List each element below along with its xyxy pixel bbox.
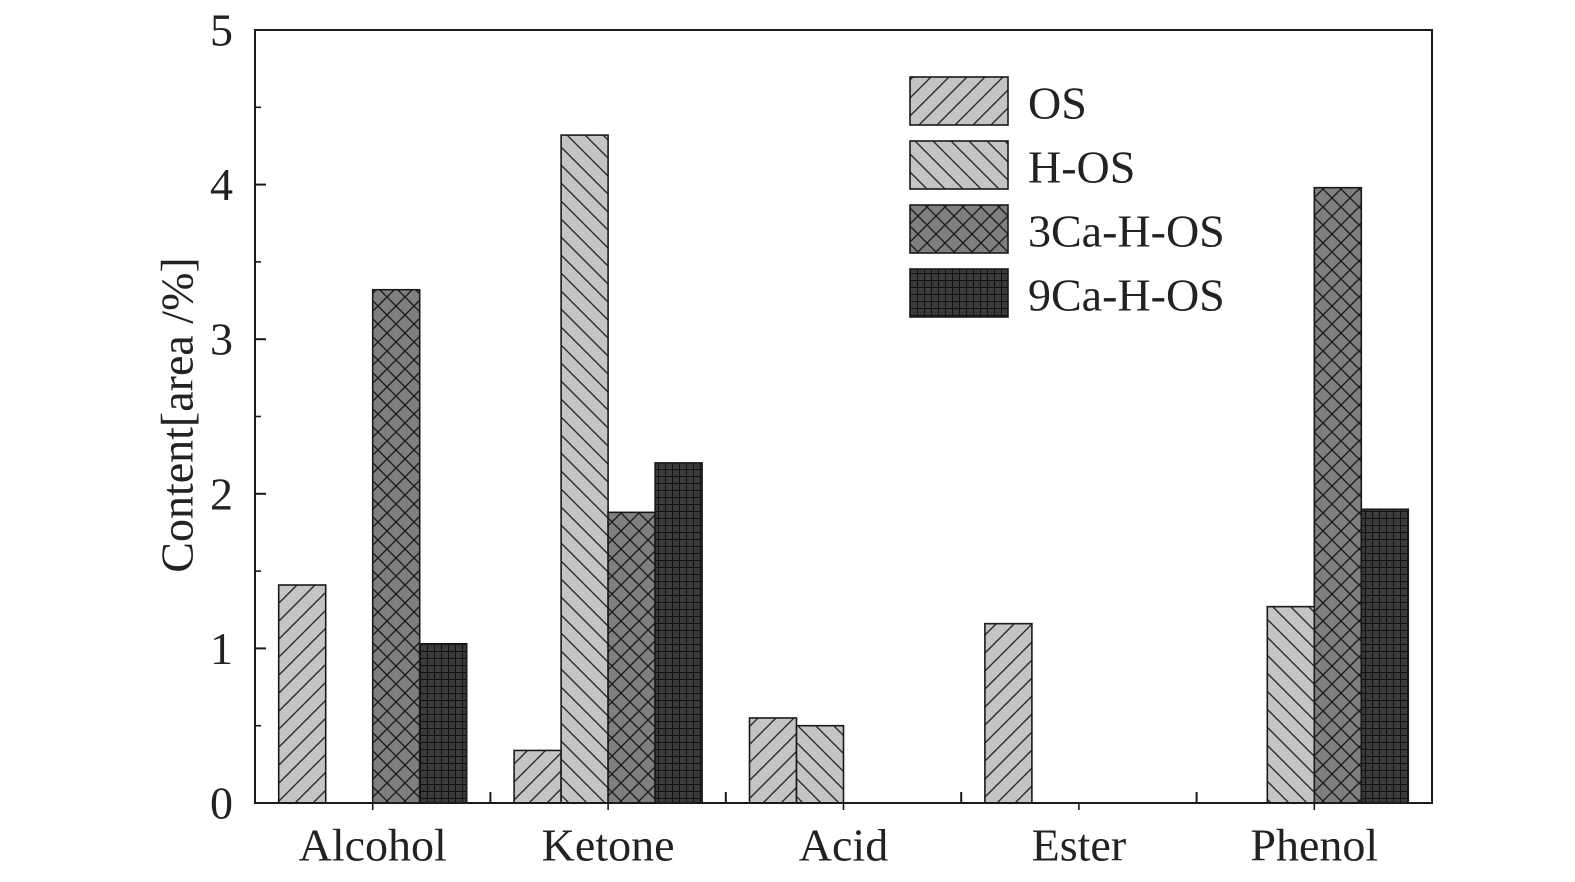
bar-phenol-h-os <box>1266 605 1316 804</box>
x-tick-label-alcohol: Alcohol <box>299 820 447 871</box>
bar-alcohol-os <box>277 584 327 804</box>
y-tick-label: 1 <box>210 623 233 674</box>
bar-alcohol-9ca-h-os <box>418 642 468 804</box>
legend-swatch-3ca-h-os <box>909 204 1009 254</box>
bar-alcohol-3ca-h-os <box>371 288 421 804</box>
legend-swatch-9ca-h-os <box>909 268 1009 318</box>
bar-acid-os <box>748 717 798 804</box>
y-tick-label: 2 <box>210 468 233 519</box>
y-tick-label: 0 <box>210 778 233 829</box>
bar-ketone-os <box>513 749 562 804</box>
y-tick-label: 5 <box>210 5 233 56</box>
y-axis-label: Content[area /%] <box>152 257 203 572</box>
axes-group: 0 1 2 3 4 5 Alcohol Ketone Acid Ester Phenol <box>210 5 1433 871</box>
legend-swatch-h-os <box>909 140 1009 190</box>
y-tick-label: 4 <box>210 159 233 210</box>
legend-label-os: OS <box>1028 78 1087 129</box>
x-tick-label-ester: Ester <box>1032 820 1127 871</box>
x-tick-label-ketone: Ketone <box>542 820 675 871</box>
bar-ketone-9ca-h-os <box>654 462 703 804</box>
bar-ester-os <box>984 622 1033 804</box>
legend-label-h-os: H-OS <box>1028 142 1135 193</box>
x-tick-label-acid: Acid <box>799 820 888 871</box>
legend: OS H-OS 3Ca-H-OS 9Ca-H-OS <box>909 76 1225 321</box>
bar-ketone-h-os <box>560 134 609 804</box>
bar-acid-h-os <box>795 724 845 804</box>
bar-ketone-3ca-h-os <box>607 511 656 804</box>
legend-label-3ca-h-os: 3Ca-H-OS <box>1028 206 1225 257</box>
legend-swatch-os <box>909 76 1009 126</box>
y-tick-label: 3 <box>210 314 233 365</box>
bar-phenol-3ca-h-os <box>1313 186 1363 804</box>
x-tick-label-phenol: Phenol <box>1250 820 1378 871</box>
legend-label-9ca-h-os: 9Ca-H-OS <box>1028 270 1225 321</box>
bar-phenol-9ca-h-os <box>1360 508 1410 804</box>
bars-group <box>277 134 1410 804</box>
